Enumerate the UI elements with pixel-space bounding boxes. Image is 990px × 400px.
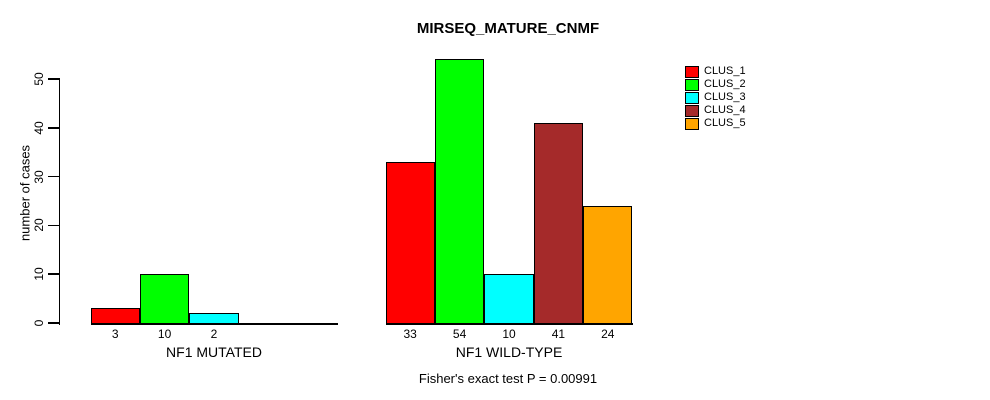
bar bbox=[139, 274, 190, 325]
legend-label: CLUS_2 bbox=[704, 78, 746, 90]
bar bbox=[189, 313, 239, 325]
bar bbox=[434, 59, 485, 325]
legend-swatch-clus4 bbox=[685, 104, 699, 117]
bar bbox=[90, 308, 140, 325]
y-axis-tick bbox=[48, 273, 60, 275]
legend-label: CLUS_4 bbox=[704, 104, 746, 116]
bar bbox=[533, 122, 584, 325]
bar-value-label: 10 bbox=[502, 327, 516, 341]
legend-swatch-clus5 bbox=[685, 117, 699, 130]
legend-item: CLUS_2 bbox=[685, 78, 746, 91]
y-axis-tick-label: 30 bbox=[32, 169, 46, 184]
y-axis-tick bbox=[48, 322, 60, 324]
legend-label: CLUS_3 bbox=[704, 91, 746, 103]
y-axis-tick bbox=[48, 127, 60, 129]
y-axis-tick-label: 0 bbox=[32, 319, 46, 327]
legend: CLUS_1 CLUS_2 CLUS_3 CLUS_4 CLUS_5 bbox=[685, 65, 746, 130]
x-axis-group-label-wildtype: NF1 WILD-TYPE bbox=[455, 344, 563, 360]
bar bbox=[583, 205, 633, 325]
legend-item: CLUS_3 bbox=[685, 91, 746, 104]
bar-value-label: 3 bbox=[111, 327, 119, 341]
legend-item: CLUS_1 bbox=[685, 65, 746, 78]
y-axis-tick bbox=[48, 78, 60, 80]
y-axis-line bbox=[58, 79, 60, 325]
bar-value-label: 10 bbox=[157, 327, 172, 341]
bar-value-label: 41 bbox=[551, 327, 566, 341]
y-axis-tick bbox=[48, 224, 60, 227]
legend-label: CLUS_1 bbox=[704, 65, 746, 77]
y-axis-tick-label: 10 bbox=[32, 267, 46, 281]
bar bbox=[385, 161, 435, 325]
bar-value-label: 2 bbox=[210, 327, 218, 341]
x-axis-group-label-mutated: NF1 MUTATED bbox=[166, 344, 262, 360]
chart-title: MIRSEQ_MATURE_CNMF bbox=[416, 20, 600, 37]
y-axis-tick-label: 20 bbox=[32, 218, 46, 233]
legend-swatch-clus1 bbox=[685, 65, 699, 78]
legend-swatch-clus2 bbox=[685, 78, 699, 91]
bar bbox=[484, 274, 534, 325]
legend-item: CLUS_5 bbox=[685, 117, 746, 130]
legend-swatch-clus3 bbox=[685, 91, 699, 104]
y-axis-tick-label: 40 bbox=[32, 121, 46, 135]
bar-value-label: 33 bbox=[403, 327, 417, 341]
y-axis-label: number of cases bbox=[17, 144, 33, 242]
y-axis-tick bbox=[48, 175, 60, 178]
bar-value-label: 54 bbox=[452, 327, 467, 341]
y-axis-tick-label: 50 bbox=[32, 72, 46, 86]
footnote-pvalue: Fisher's exact test P = 0.00991 bbox=[418, 371, 598, 386]
legend-label: CLUS_5 bbox=[704, 117, 746, 129]
legend-item: CLUS_4 bbox=[685, 104, 746, 117]
bar-value-label: 24 bbox=[601, 327, 615, 341]
